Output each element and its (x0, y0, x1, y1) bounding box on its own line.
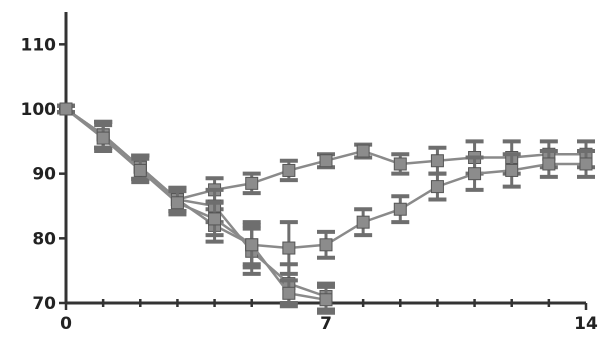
data-point (468, 167, 482, 181)
data-point (356, 144, 370, 158)
y-tick-label: 80 (32, 229, 56, 249)
data-point (319, 293, 333, 307)
series-4 (57, 102, 335, 315)
data-point (170, 196, 184, 210)
x-tick-label: 0 (60, 314, 72, 334)
x-tick-label: 7 (320, 314, 332, 334)
x-tick-label: 14 (574, 314, 598, 334)
data-point (245, 238, 259, 252)
data-point (319, 238, 333, 252)
data-point (505, 163, 519, 177)
data-point (430, 180, 444, 194)
y-tick-label: 110 (21, 35, 57, 55)
data-point (542, 157, 556, 171)
data-point (282, 286, 296, 300)
data-point (356, 215, 370, 229)
data-point (282, 241, 296, 255)
data-point (319, 154, 333, 168)
data-point (393, 157, 407, 171)
series-2 (57, 102, 595, 276)
y-tick-label: 90 (32, 165, 56, 185)
data-point (579, 157, 593, 171)
data-point (59, 102, 73, 116)
data-series (57, 102, 595, 315)
data-point (430, 154, 444, 168)
data-point (245, 176, 259, 190)
data-point (393, 202, 407, 216)
data-point (208, 212, 222, 226)
y-axis-ticks: 70 80 90 100 110 (21, 35, 66, 314)
y-tick-label: 100 (21, 100, 57, 120)
x-axis-ticks: 0 7 14 (60, 299, 598, 334)
y-tick-label: 70 (32, 294, 56, 314)
data-point (133, 163, 147, 177)
data-point (282, 163, 296, 177)
data-point (96, 131, 110, 145)
